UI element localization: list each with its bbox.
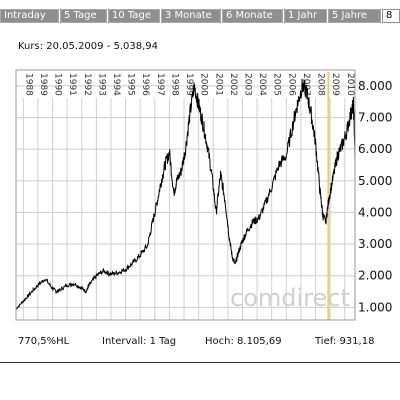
chart-grid <box>16 85 355 320</box>
x-tick-label: 1991 <box>67 73 77 96</box>
x-tick-label: 2006 <box>286 73 296 96</box>
x-tick-label: 2005 <box>272 73 282 96</box>
series-line <box>15 78 356 310</box>
tab-1-jahr[interactable]: 1 Jahr <box>284 9 327 23</box>
price-info: Kurs: 20.05.2009 - 5.038,94 <box>18 41 159 52</box>
x-tick-label: 1994 <box>111 73 121 96</box>
x-tick-label: 1998 <box>169 73 179 96</box>
bottom-divider <box>0 362 400 363</box>
x-tick-label: 2007 <box>301 73 311 96</box>
x-tick-label: 1995 <box>126 73 136 96</box>
x-tick-label: 1989 <box>38 73 48 96</box>
tab-5-tage[interactable]: 5 Tage <box>60 9 107 23</box>
x-tick-label: 2000 <box>199 73 209 96</box>
watermark-text: comdirect <box>230 284 350 312</box>
y-tick-label: 8.000 <box>358 79 392 93</box>
y-tick-label: 6.000 <box>358 142 392 156</box>
period-tab-bar: Intraday 5 Tage 10 Tage 3 Monate 6 Monat… <box>0 9 400 24</box>
tab-intraday[interactable]: Intraday <box>0 9 59 23</box>
footer-high: Hoch: 8.105,69 <box>205 336 282 347</box>
x-tick-label: 1988 <box>23 73 33 96</box>
x-tick-label: 2009 <box>330 73 340 96</box>
tab-5-jahre[interactable]: 5 Jahre <box>328 9 381 23</box>
y-tick-label: 1.000 <box>358 300 392 314</box>
x-tick-label: 1996 <box>140 73 150 96</box>
x-tick-label: 2004 <box>257 73 267 96</box>
x-axis-labels: 1988 1989 1990 1991 1992 1993 1994 1995 1996 1997… <box>23 73 354 96</box>
x-tick-label: 1993 <box>96 73 106 96</box>
x-tick-label: 2002 <box>228 73 238 96</box>
tab-10-tage[interactable]: 10 Tage <box>108 9 160 23</box>
footer-low: Tief: 931,18 <box>315 336 375 347</box>
x-tick-label: 1992 <box>82 73 92 96</box>
y-tick-label: 5.000 <box>358 174 392 188</box>
x-tick-label: 2001 <box>213 73 223 96</box>
x-tick-label: 1997 <box>155 73 165 96</box>
y-tick-label: 7.000 <box>358 110 392 124</box>
footer-interval: Intervall: 1 Tag <box>102 336 177 347</box>
tab-3-monate[interactable]: 3 Monate <box>161 9 221 23</box>
y-tick-label: 4.000 <box>358 205 392 219</box>
footer-change: 770,5%HL <box>18 336 70 347</box>
x-tick-label: 2010 <box>345 73 355 96</box>
y-tick-label: 3.000 <box>358 237 392 251</box>
chart-frame <box>15 69 356 321</box>
x-tick-label: 2008 <box>316 73 326 96</box>
x-tick-label: 2003 <box>242 73 252 96</box>
x-tick-label: 1999 <box>184 73 194 96</box>
tab-6-monate[interactable]: 6 Monate <box>222 9 283 23</box>
y-axis-labels: 1.000 2.000 3.000 4.000 5.000 6.000 7.000 8.000 <box>358 79 392 315</box>
x-tick-label: 1990 <box>53 73 63 96</box>
y-tick-label: 2.000 <box>358 269 392 283</box>
